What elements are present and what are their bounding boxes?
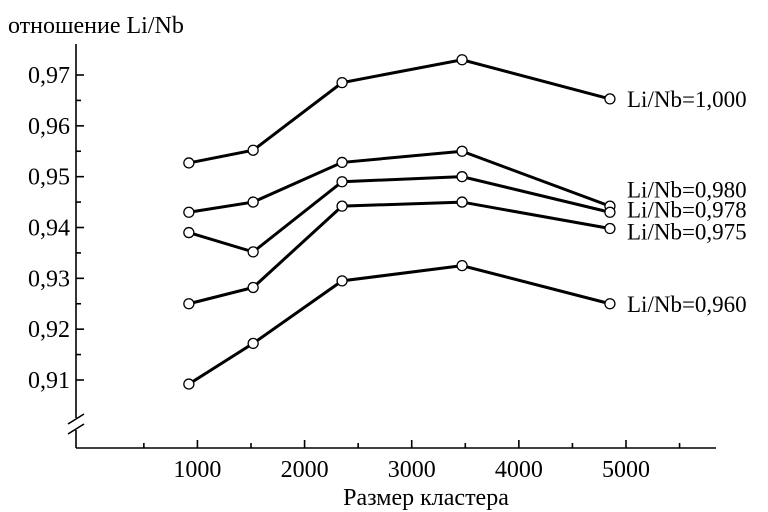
data-point (183, 206, 195, 218)
series-label: Li/Nb=0,980 (627, 177, 747, 202)
data-point (456, 54, 468, 66)
data-point (604, 206, 616, 218)
y-tick-label: 0,97 (28, 63, 70, 89)
y-tick-label: 0,93 (28, 266, 70, 292)
x-tick-label: 2000 (281, 457, 329, 483)
y-tick-label: 0,91 (28, 368, 70, 394)
data-point (336, 156, 348, 169)
y-tick-label: 0,94 (28, 216, 70, 242)
axis-break-mark (67, 413, 85, 425)
data-point (456, 196, 468, 208)
series-labels: Li/Nb=1,000Li/Nb=0,980Li/Nb=0,978Li/Nb=0… (627, 87, 747, 317)
data-point (456, 259, 468, 272)
x-tick-label: 1000 (173, 457, 221, 483)
y-ticks: 0,91 0,92 0,93 0,94 0,95 0,96 0,97 (28, 63, 84, 394)
data-point (604, 93, 616, 105)
data-point (336, 275, 348, 287)
axes (67, 44, 716, 449)
data-point (247, 144, 259, 156)
data-point (604, 298, 616, 310)
y-tick-label: 0,95 (28, 165, 70, 191)
data-point (183, 298, 195, 310)
series-label: Li/Nb=0,960 (627, 292, 747, 317)
data-point (604, 222, 616, 235)
data-point (183, 378, 195, 390)
data-point (183, 157, 195, 169)
data-point (336, 76, 348, 89)
data-point (247, 281, 259, 294)
y-axis-title: отношение Li/Nb (8, 13, 184, 39)
x-tick-label: 3000 (388, 457, 436, 483)
markers (183, 54, 616, 390)
series-label: Li/Nb=0,978 (627, 198, 747, 223)
series-lines (188, 58, 611, 386)
data-point (456, 171, 468, 183)
y-tick-label: 0,96 (28, 114, 70, 140)
data-point (247, 196, 259, 208)
data-point (247, 246, 259, 258)
data-point (456, 145, 468, 157)
x-tick-label: 5000 (602, 457, 650, 483)
data-point (336, 200, 348, 212)
series-label: Li/Nb=1,000 (627, 87, 747, 112)
series-label: Li/Nb=0,975 (627, 220, 747, 245)
data-point (336, 176, 348, 188)
series-line (188, 175, 611, 254)
axis-break-mark (67, 423, 85, 435)
y-tick-label: 0,92 (28, 317, 70, 343)
x-tick-label: 4000 (495, 457, 543, 483)
data-point (183, 226, 195, 239)
x-ticks: 1000 2000 3000 4000 5000 (143, 440, 681, 483)
x-axis-title: Размер кластера (343, 485, 509, 511)
data-point (247, 337, 259, 350)
